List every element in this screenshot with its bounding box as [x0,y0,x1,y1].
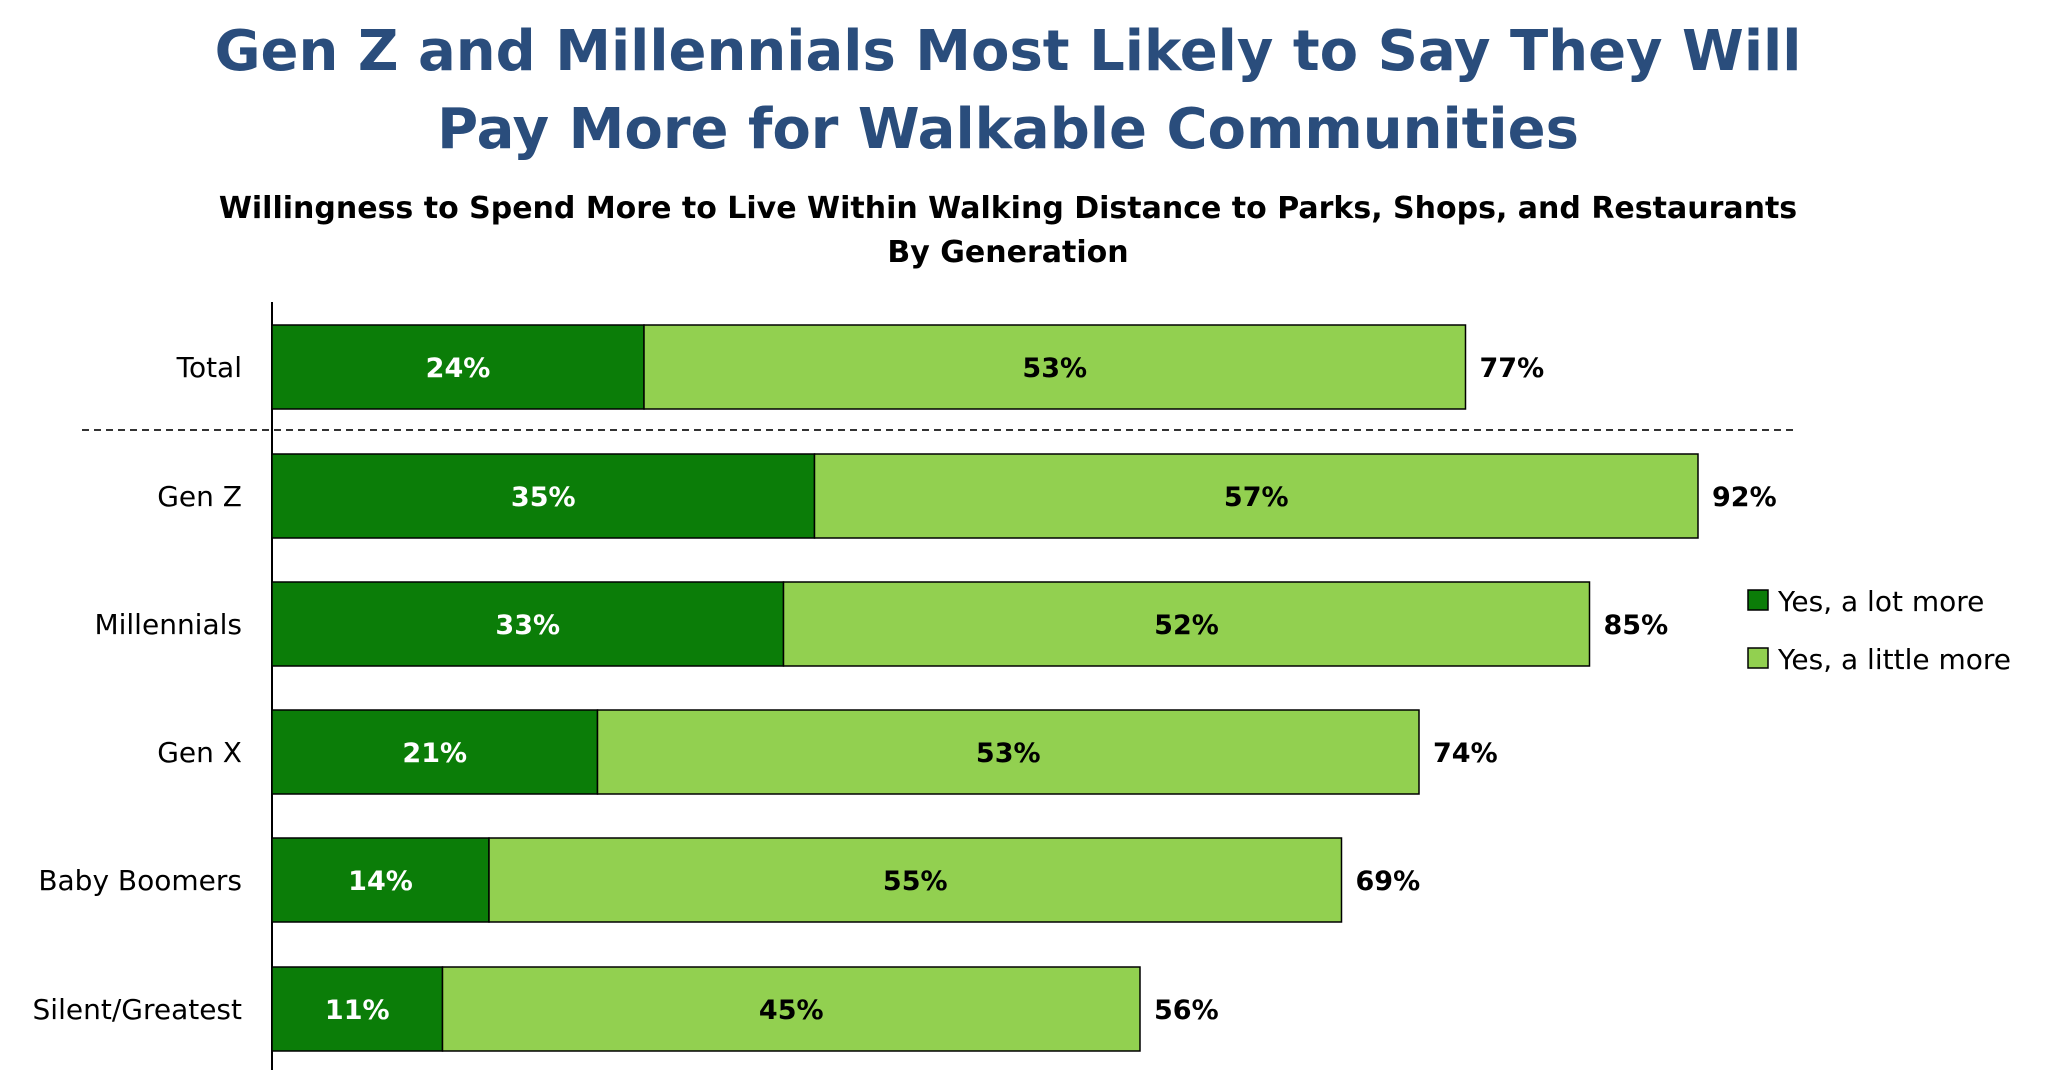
bar-segment-a-little-more [488,837,1343,923]
total-label: 92% [1712,482,1777,513]
legend-label: Yes, a little more [1777,643,2011,676]
category-label: Silent/Greatest [33,993,242,1026]
chart-subtitle-line: By Generation [887,235,1128,270]
legend-swatch [1747,589,1769,611]
legend-item: Yes, a little more [1747,643,2011,676]
data-label: 24% [426,353,491,384]
bar-row: Baby Boomers 14% 55% 69% [38,837,1421,923]
legend-swatch [1747,647,1769,669]
data-label: 11% [325,995,390,1026]
data-label: 14% [348,866,413,897]
chart-title: Gen Z and Millennials Most Likely to Say… [215,19,1802,162]
chart-subtitle: Willingness to Spend More to Live Within… [219,191,1797,270]
bar-segment-a-little-more [643,324,1467,410]
bar-segment-a-little-more [441,966,1141,1052]
bar-row: Gen X 21% 53% 74% [157,709,1498,795]
bar-row: Total 24% 53% 77% [176,324,1545,410]
bar-segment-a-lot-more [271,837,490,923]
bar-segment-a-little-more [782,581,1591,667]
total-label: 56% [1154,995,1219,1026]
bar-segment-a-lot-more [271,581,785,667]
data-label: 45% [759,995,824,1026]
legend-label: Yes, a lot more [1777,585,1984,618]
bar-segment-a-lot-more [271,966,444,1052]
total-label: 77% [1480,353,1545,384]
chart-title-line: Pay More for Walkable Communities [437,97,1579,162]
data-label: 21% [402,738,467,769]
bar-segment-a-little-more [813,453,1699,539]
bar-segment-a-lot-more [271,709,599,795]
bar-segment-a-little-more [596,709,1420,795]
legend: Yes, a lot more Yes, a little more [1747,585,2011,676]
data-label: 52% [1154,610,1219,641]
category-label: Millennials [94,608,242,641]
bars: Total 24% 53% 77% Gen Z 35% 57% 92% Millennials 3… [33,324,1777,1052]
category-label: Gen Z [157,480,242,513]
total-label: 69% [1356,866,1421,897]
category-label: Baby Boomers [38,864,242,897]
category-label: Total [176,351,242,384]
bar-row: Gen Z 35% 57% 92% [157,453,1777,539]
data-label: 33% [495,610,560,641]
category-label: Gen X [157,736,242,769]
bar-segment-a-lot-more [271,324,645,410]
data-label: 55% [883,866,948,897]
data-label: 35% [511,482,576,513]
legend-item: Yes, a lot more [1747,585,1984,618]
total-label: 85% [1604,610,1669,641]
chart-title-line: Gen Z and Millennials Most Likely to Say… [215,19,1802,84]
bar-row: Millennials 33% 52% 85% [94,581,1669,667]
bar-row: Silent/Greatest 11% 45% 56% [33,966,1219,1052]
total-label: 74% [1433,738,1498,769]
chart-subtitle-line: Willingness to Spend More to Live Within… [219,191,1797,226]
data-label: 53% [976,738,1041,769]
data-label: 53% [1022,353,1087,384]
data-label: 57% [1224,482,1289,513]
